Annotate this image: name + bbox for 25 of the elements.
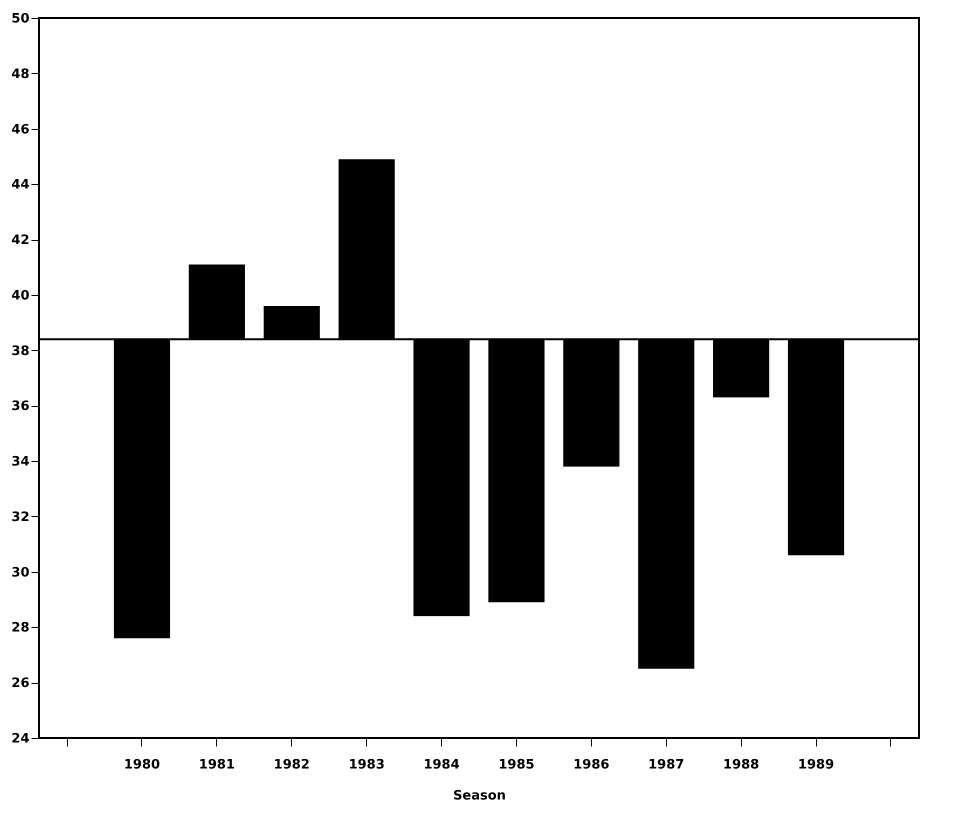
- y-tick-label: 50: [11, 12, 30, 26]
- x-tick-label: 1982: [274, 758, 310, 772]
- y-tick-label: 30: [11, 565, 30, 580]
- x-tick-label: 1987: [648, 758, 684, 772]
- x-axis-title: Season: [453, 788, 506, 804]
- x-tick-label: 1981: [198, 758, 235, 772]
- y-tick-label: 24: [11, 732, 30, 746]
- y-tick-label: 48: [11, 66, 30, 82]
- x-tick-label: 1980: [124, 758, 160, 772]
- x-tick-label: 1983: [348, 758, 385, 772]
- y-tick-label: 36: [11, 399, 30, 414]
- x-tick-label: 1986: [573, 758, 610, 772]
- x-tick-label: 1989: [798, 758, 834, 772]
- x-tick-label: 1985: [498, 758, 535, 772]
- y-tick-label: 44: [11, 178, 30, 193]
- y-tick-label: 42: [11, 233, 30, 248]
- y-tick-label: 26: [11, 676, 30, 692]
- y-tick-label: 46: [11, 122, 30, 138]
- x-tick-label: 1984: [423, 758, 460, 772]
- y-tick-label: 32: [11, 510, 30, 525]
- x-tick-label: 1988: [723, 758, 760, 772]
- y-tick-label: 34: [11, 454, 30, 470]
- y-tick-label: 28: [11, 620, 30, 636]
- y-tick-label: 40: [11, 288, 30, 304]
- y-tick-label: 38: [11, 344, 30, 359]
